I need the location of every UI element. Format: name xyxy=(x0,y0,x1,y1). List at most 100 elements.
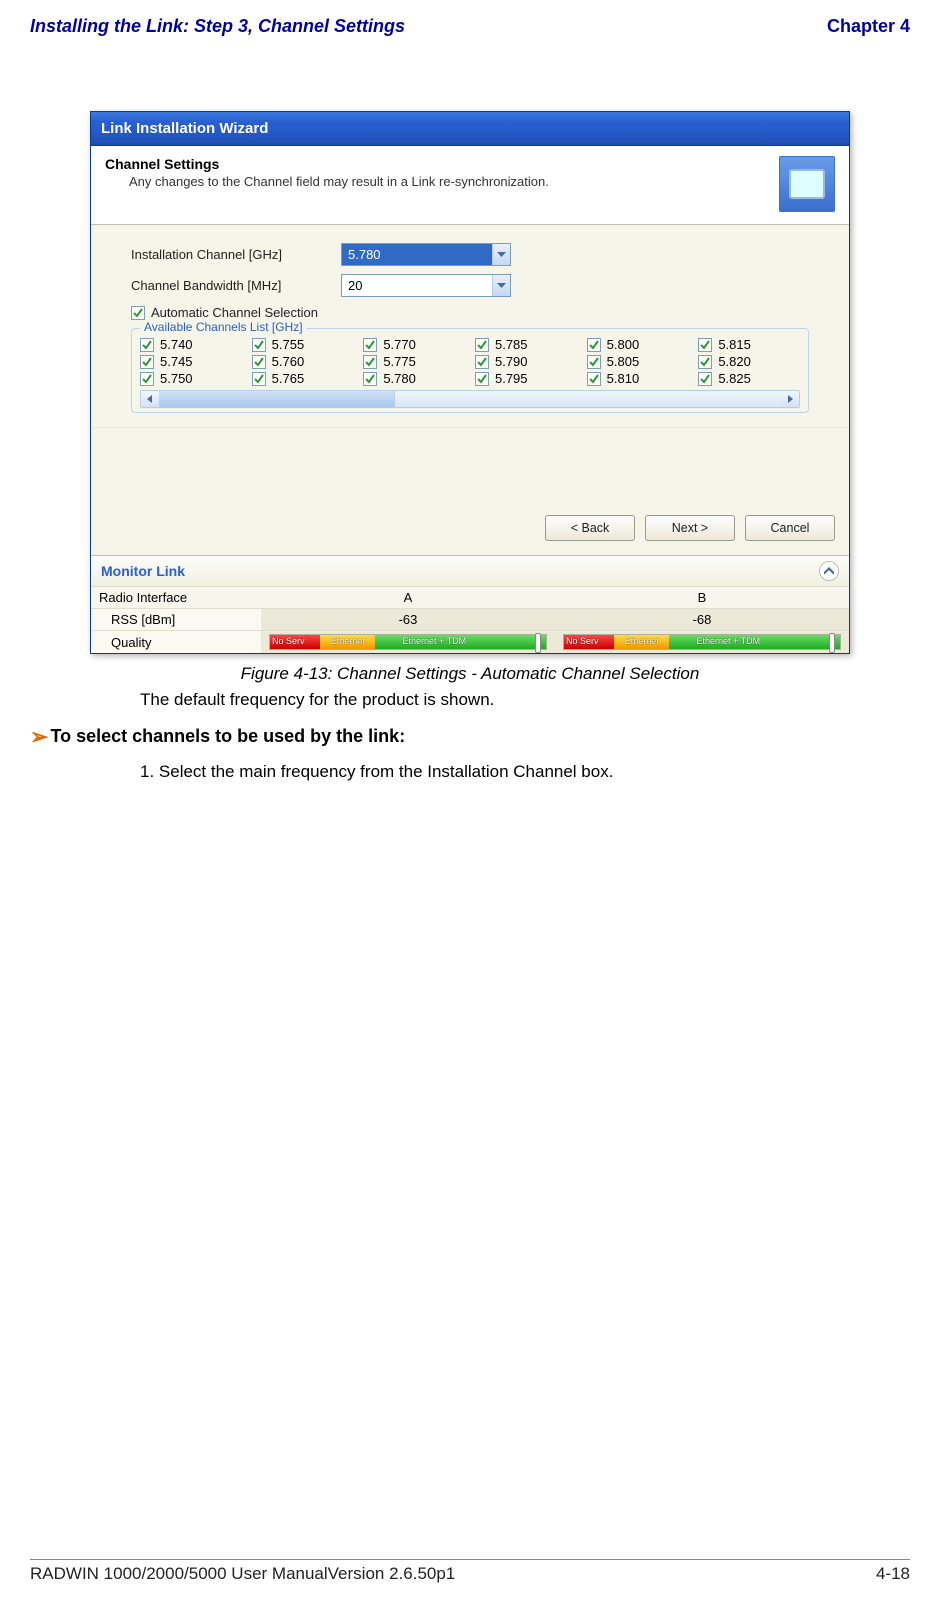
bandwidth-combo[interactable]: 20 xyxy=(341,274,511,297)
footer-right: 4-18 xyxy=(876,1564,910,1584)
wizard-heading: Channel Settings xyxy=(105,156,779,172)
radio-interface-label: Radio Interface xyxy=(91,587,261,609)
channel-checkbox-item[interactable]: 5.825 xyxy=(698,371,800,386)
channel-value: 5.760 xyxy=(272,354,305,369)
collapse-icon[interactable] xyxy=(819,561,839,581)
dropdown-arrow-icon[interactable] xyxy=(492,244,510,265)
channel-checkbox-item[interactable]: 5.750 xyxy=(140,371,242,386)
channel-checkbox-item[interactable]: 5.810 xyxy=(587,371,689,386)
spacer xyxy=(91,427,849,497)
channel-checkbox[interactable] xyxy=(698,355,712,369)
channel-checkbox-item[interactable]: 5.745 xyxy=(140,354,242,369)
quality-label: Quality xyxy=(91,631,261,654)
channel-checkbox[interactable] xyxy=(587,338,601,352)
channel-checkbox[interactable] xyxy=(140,355,154,369)
channel-checkbox[interactable] xyxy=(587,355,601,369)
rss-label: RSS [dBm] xyxy=(91,609,261,631)
channel-value: 5.785 xyxy=(495,337,528,352)
channel-checkbox[interactable] xyxy=(363,372,377,386)
channel-value: 5.810 xyxy=(607,371,640,386)
monitor-link-header[interactable]: Monitor Link xyxy=(91,555,849,586)
channel-checkbox-item[interactable]: 5.790 xyxy=(475,354,577,369)
quality-label-noserv: No Serv xyxy=(566,636,599,646)
channel-checkbox[interactable] xyxy=(252,355,266,369)
channel-value: 5.820 xyxy=(718,354,751,369)
channel-value: 5.805 xyxy=(607,354,640,369)
dropdown-arrow-icon[interactable] xyxy=(492,275,510,296)
channel-checkbox[interactable] xyxy=(363,338,377,352)
channel-checkbox[interactable] xyxy=(475,338,489,352)
next-button[interactable]: Next > xyxy=(645,515,735,541)
channel-value: 5.740 xyxy=(160,337,193,352)
scroll-thumb[interactable] xyxy=(159,391,395,407)
channel-checkbox-item[interactable]: 5.785 xyxy=(475,337,577,352)
channel-checkbox[interactable] xyxy=(363,355,377,369)
install-channel-combo[interactable]: 5.780 xyxy=(341,243,511,266)
channel-checkbox-item[interactable]: 5.765 xyxy=(252,371,354,386)
channel-value: 5.800 xyxy=(607,337,640,352)
horizontal-scrollbar[interactable] xyxy=(140,390,800,408)
channel-checkbox-item[interactable]: 5.820 xyxy=(698,354,800,369)
channel-checkbox[interactable] xyxy=(475,372,489,386)
channel-checkbox-item[interactable]: 5.740 xyxy=(140,337,242,352)
quality-marker-a xyxy=(535,633,541,653)
channel-checkbox[interactable] xyxy=(140,338,154,352)
channel-checkbox-item[interactable]: 5.780 xyxy=(363,371,465,386)
body-text-1: The default frequency for the product is… xyxy=(140,690,940,710)
monitor-icon xyxy=(779,156,835,212)
scroll-left-icon[interactable] xyxy=(141,391,159,407)
channel-checkbox-item[interactable]: 5.770 xyxy=(363,337,465,352)
channel-value: 5.770 xyxy=(383,337,416,352)
channel-value: 5.775 xyxy=(383,354,416,369)
titlebar: Link Installation Wizard xyxy=(91,112,849,146)
channel-checkbox[interactable] xyxy=(698,372,712,386)
auto-channel-checkbox[interactable] xyxy=(131,306,145,320)
install-channel-row: Installation Channel [GHz] 5.780 xyxy=(131,243,809,266)
scroll-right-icon[interactable] xyxy=(781,391,799,407)
rss-a-value: -63 xyxy=(261,609,555,631)
quality-marker-b xyxy=(829,633,835,653)
channel-value: 5.790 xyxy=(495,354,528,369)
header-right: Chapter 4 xyxy=(827,16,910,37)
scroll-track[interactable] xyxy=(159,391,781,407)
table-row: RSS [dBm] -63 -68 xyxy=(91,609,849,631)
rss-b-value: -68 xyxy=(555,609,849,631)
form-panel: Installation Channel [GHz] 5.780 Channel… xyxy=(91,225,849,427)
bandwidth-row: Channel Bandwidth [MHz] 20 xyxy=(131,274,809,297)
channel-checkbox-item[interactable]: 5.805 xyxy=(587,354,689,369)
install-channel-value: 5.780 xyxy=(342,247,492,262)
channel-checkbox-item[interactable]: 5.795 xyxy=(475,371,577,386)
channel-checkbox[interactable] xyxy=(587,372,601,386)
channel-checkbox-item[interactable]: 5.800 xyxy=(587,337,689,352)
quality-label-noserv: No Serv xyxy=(272,636,305,646)
channel-checkbox[interactable] xyxy=(252,338,266,352)
channel-checkbox[interactable] xyxy=(698,338,712,352)
channel-checkbox[interactable] xyxy=(475,355,489,369)
page-footer: RADWIN 1000/2000/5000 User ManualVersion… xyxy=(30,1559,910,1584)
footer-left: RADWIN 1000/2000/5000 User ManualVersion… xyxy=(30,1564,455,1584)
quality-a-cell: No Serv Ethernet Ethernet + TDM xyxy=(261,631,555,654)
screenshot-figure: Link Installation Wizard Channel Setting… xyxy=(90,111,850,684)
table-row: Quality No Serv Ethernet Ethernet + TDM … xyxy=(91,631,849,654)
wizard-subheading: Any changes to the Channel field may res… xyxy=(129,174,779,189)
wizard-window: Link Installation Wizard Channel Setting… xyxy=(90,111,850,654)
channel-value: 5.780 xyxy=(383,371,416,386)
channel-checkbox[interactable] xyxy=(140,372,154,386)
channel-checkbox-item[interactable]: 5.760 xyxy=(252,354,354,369)
arrow-icon: ➢ xyxy=(30,724,48,749)
channel-value: 5.795 xyxy=(495,371,528,386)
back-button[interactable]: < Back xyxy=(545,515,635,541)
procedure-heading: ➢To select channels to be used by the li… xyxy=(30,724,940,750)
quality-b-cell: No Serv Ethernet Ethernet + TDM xyxy=(555,631,849,654)
channel-checkbox-item[interactable]: 5.775 xyxy=(363,354,465,369)
channel-checkbox-item[interactable]: 5.755 xyxy=(252,337,354,352)
cancel-button[interactable]: Cancel xyxy=(745,515,835,541)
install-channel-label: Installation Channel [GHz] xyxy=(131,247,341,262)
channel-checkbox[interactable] xyxy=(252,372,266,386)
quality-label-eth: Ethernet xyxy=(331,636,365,646)
auto-channel-row: Automatic Channel Selection xyxy=(131,305,809,320)
channel-checkbox-item[interactable]: 5.815 xyxy=(698,337,800,352)
bandwidth-label: Channel Bandwidth [MHz] xyxy=(131,278,341,293)
col-a-header: A xyxy=(261,587,555,609)
channels-fieldset: Available Channels List [GHz] 5.7405.755… xyxy=(131,328,809,413)
